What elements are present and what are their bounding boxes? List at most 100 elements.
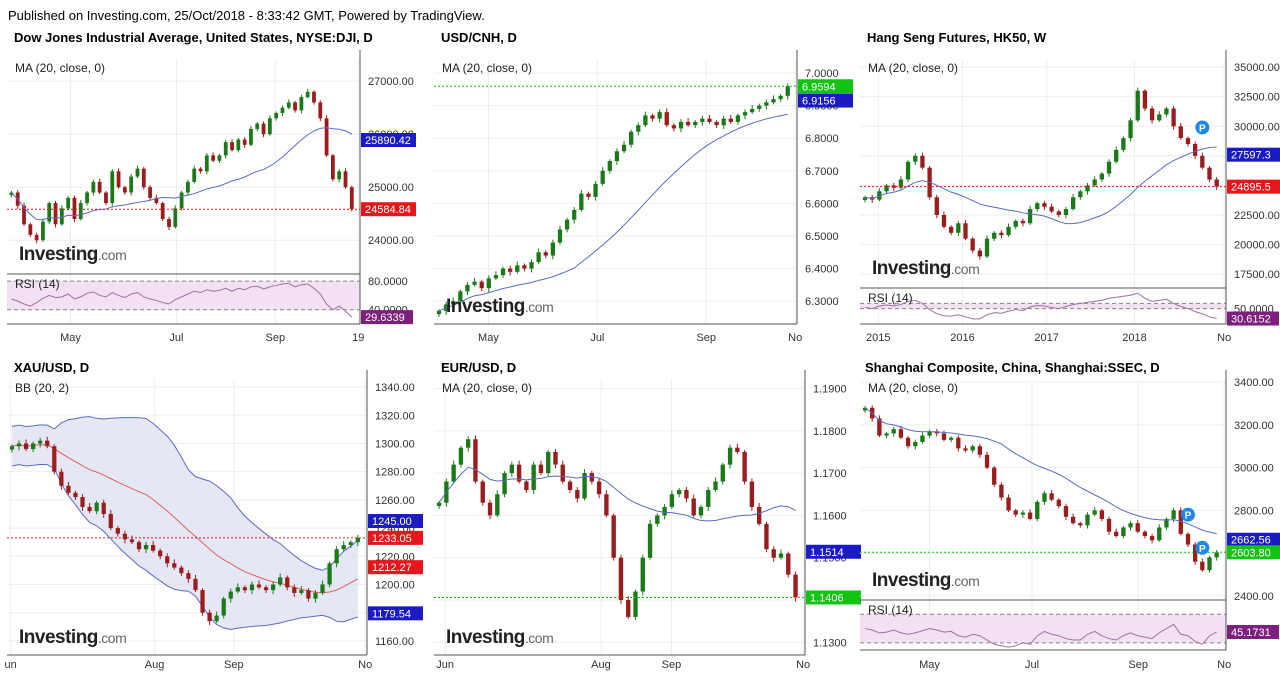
y-axis-tick: 6.8000	[805, 133, 839, 145]
candle	[509, 464, 515, 474]
candle	[313, 592, 318, 599]
ma-line	[864, 407, 1217, 535]
candle	[158, 550, 163, 557]
candle	[286, 102, 291, 108]
candle	[52, 446, 57, 472]
x-axis-tick: Sep	[265, 332, 285, 344]
candle	[764, 523, 769, 550]
x-axis-tick: Sep	[696, 332, 716, 344]
candle	[671, 125, 676, 129]
rsi-value-text: 45.1731	[1231, 627, 1271, 639]
candle	[721, 118, 726, 126]
y-axis-tick: 1.1600	[813, 510, 847, 522]
candle	[999, 232, 1004, 236]
chart-panel-eurusd: EUR/USD, D MA (20, close, 0) Investing.co…	[427, 360, 861, 679]
candle	[1171, 510, 1176, 519]
chart-svg: MA (20, close, 0) Investing.com 6.3000 6.40…	[434, 50, 853, 344]
candle	[85, 192, 89, 204]
candle	[263, 587, 269, 591]
candle	[538, 464, 544, 474]
candle	[122, 187, 127, 193]
candle	[636, 125, 641, 132]
candle	[1200, 155, 1205, 168]
candle	[249, 128, 253, 145]
y-axis-tick: 1.1300	[813, 637, 847, 649]
chart-panel-xauusd: XAU/USD, D BB (20, 2) Investing.com 1160.0…	[0, 360, 427, 679]
candle	[992, 232, 997, 239]
x-axis-tick: No	[1217, 332, 1231, 344]
candle	[1157, 114, 1162, 121]
candle	[242, 587, 247, 591]
candle	[706, 490, 711, 507]
candle	[956, 437, 961, 449]
price-badge-text: 27597.3	[1231, 150, 1271, 162]
price-badge-text: 2603.80	[1231, 547, 1271, 559]
candle	[28, 224, 33, 235]
candle	[1192, 144, 1198, 156]
rsi-line	[864, 292, 1217, 320]
candle	[473, 439, 478, 482]
x-axis-tick: Jul	[1025, 659, 1039, 671]
price-badge-text: 24895.5	[1231, 182, 1271, 194]
price-badge	[806, 590, 861, 605]
event-pin-label: P	[1185, 511, 1192, 522]
x-axis-tick: Sep	[1128, 659, 1148, 671]
bb-upper-line	[11, 416, 359, 571]
candle	[1078, 191, 1083, 198]
x-axis-tick: Jul	[169, 332, 183, 344]
candle	[727, 447, 733, 465]
candle	[589, 473, 595, 482]
x-axis-tick: No	[788, 332, 802, 344]
candle	[280, 107, 285, 113]
y-axis-tick: 6.7000	[805, 166, 839, 178]
candle	[256, 584, 262, 588]
y-axis-tick: 35000.00	[1234, 62, 1280, 74]
y-axis-tick: 1320.00	[375, 410, 415, 422]
rsi-value-badge	[361, 310, 413, 325]
chart-panel-hk50: Hang Seng Futures, HK50, W P MA (20, clos…	[853, 30, 1280, 348]
candle	[678, 121, 684, 129]
candle	[685, 121, 691, 126]
x-axis-tick: 2015	[866, 332, 890, 344]
event-pin-circle	[1195, 120, 1210, 135]
rsi-axis-tick: 80.0000	[368, 276, 408, 288]
candle	[1185, 138, 1191, 145]
y-axis-tick: 3400.00	[1234, 377, 1274, 389]
investing-watermark: Investing.com	[19, 627, 126, 648]
candle	[693, 121, 698, 126]
candle	[714, 121, 719, 126]
candle	[629, 131, 634, 145]
y-axis-tick: 1260.00	[375, 495, 415, 507]
candle	[522, 265, 527, 269]
candle	[905, 161, 911, 180]
y-axis-tick: 2800.00	[1234, 505, 1274, 517]
candle	[557, 229, 563, 243]
price-badge	[361, 133, 416, 148]
candle	[913, 441, 918, 447]
candle	[579, 193, 584, 210]
candle	[1185, 533, 1191, 545]
ma-line	[11, 127, 353, 221]
candle	[115, 528, 120, 534]
candle	[920, 155, 925, 168]
event-pin-label: P	[1199, 123, 1206, 134]
y-axis-tick: 22500.00	[1234, 210, 1280, 222]
candle	[1164, 108, 1169, 115]
candle	[1078, 523, 1083, 526]
candle	[862, 407, 868, 411]
candle	[778, 553, 784, 558]
candle	[749, 481, 755, 507]
candle	[984, 454, 990, 468]
candle	[136, 542, 142, 550]
x-axis-tick: 2017	[1034, 332, 1058, 344]
y-axis-tick: 27000.00	[368, 76, 414, 88]
candle	[1142, 90, 1148, 109]
chart-title: EUR/USD, D	[441, 360, 517, 375]
candle	[116, 171, 121, 188]
candle	[293, 102, 297, 111]
candle	[104, 192, 108, 204]
rsi-value-badge	[1227, 625, 1279, 640]
rsi-band	[860, 614, 1226, 643]
candle	[135, 168, 140, 177]
candle	[465, 284, 470, 292]
